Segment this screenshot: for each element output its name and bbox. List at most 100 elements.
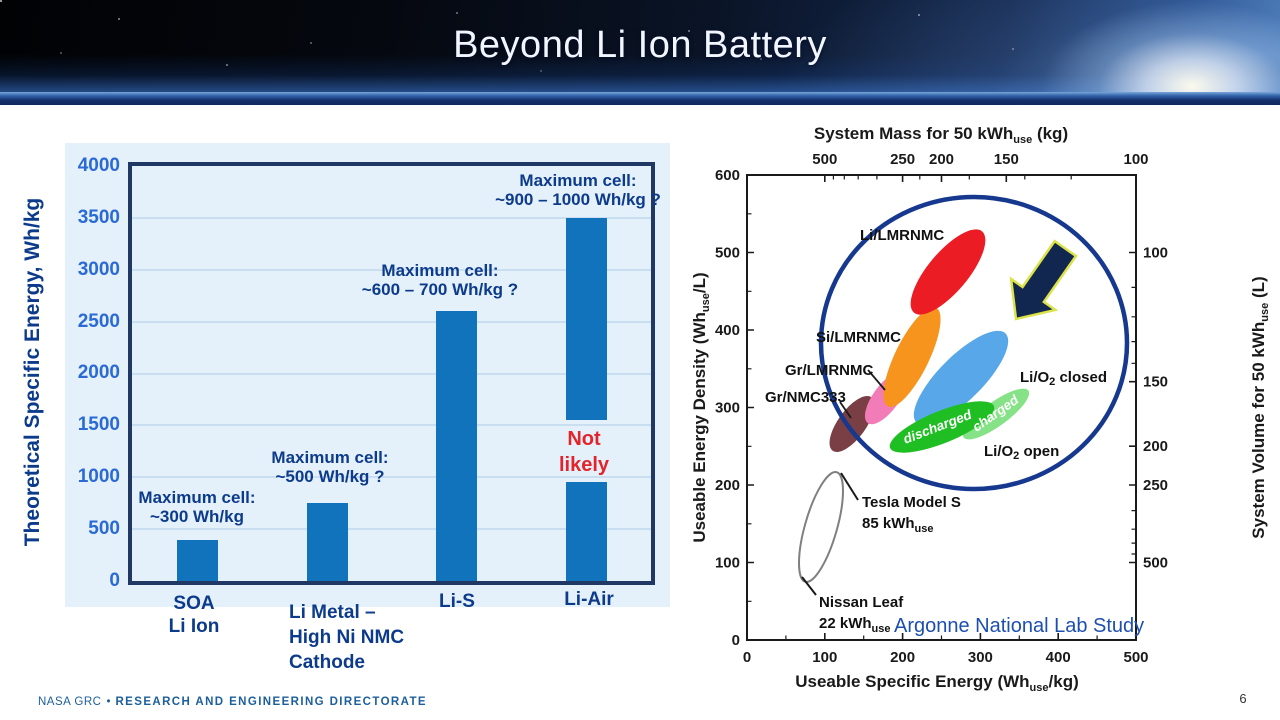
nissan-pointer-line [801, 576, 817, 596]
x-tick-label: 0 [743, 649, 751, 666]
gr-nmc333-leader-line [839, 401, 852, 419]
ellipse-gr-nmc333 [829, 396, 875, 452]
annotation-soa-max-cell: Maximum cell: ~300 Wh/kg [138, 488, 256, 526]
x-tick-label: 100 [812, 649, 837, 666]
y-axis-minor-ticks [747, 213, 752, 602]
starfield-decoration [0, 0, 2, 2]
label-li-o2-closed: Li/O2 closed [1020, 369, 1107, 388]
right-axis-title: System Volume for 50 kWhuse (L) [1249, 276, 1271, 538]
y-tick-label: 100 [715, 555, 740, 572]
slide-footer: NASA GRC • RESEARCH AND ENGINEERING DIRECT… [38, 696, 427, 708]
slide-header: Beyond Li Ion Battery [0, 0, 1280, 104]
y-tick-label: 200 [715, 477, 740, 494]
ellipse-si-lmrnmc [883, 307, 941, 407]
label-tesla-model-s: Tesla Model S [862, 494, 961, 511]
top-axis-minor-ticks [832, 175, 1072, 180]
gr-lmrnmc-leader-line [867, 369, 886, 391]
bar-li-air-lower-segment [566, 482, 608, 581]
gridline [132, 424, 651, 427]
bar-chart-plot-area [128, 162, 655, 585]
tesla-pointer-line [840, 472, 859, 501]
bar-li-metal-nmc [306, 503, 348, 581]
ellipse-li-lmrnmc [910, 229, 986, 315]
gridline [132, 372, 651, 375]
argonne-scatter-chart: 0 100 200 300 400 500 600 500 400 300 20… [690, 124, 1271, 694]
y-tick-label: 500 [715, 245, 740, 262]
label-tesla-capacity: 85 kWhuse [862, 515, 933, 535]
y-tick-label: 0 [109, 570, 120, 591]
y-tick-label: 2000 [77, 362, 120, 383]
bar-chart-y-axis-title: Theoretical Specific Energy, Wh/kg [21, 197, 44, 547]
x-tick-label: 200 [890, 649, 915, 666]
y-axis-major-ticks [747, 174, 754, 641]
category-label-li-metal-nmc: Li Metal – High Ni NMC Cathode [289, 602, 405, 673]
annotation-li-air-max-cell: Maximum cell: ~900 – 1000 Wh/kg ? [495, 171, 661, 209]
y-tick-label: 1500 [77, 414, 120, 435]
bar-li-s [436, 311, 478, 581]
label-gr-lmrnmc: Gr/LMRNMC [785, 362, 873, 379]
right-axis-minor-ticks [1131, 286, 1136, 555]
y-tick-label: 400 [715, 322, 740, 339]
label-li-lmrnmc: Li/LMRNMC [860, 227, 944, 244]
ellipse-li-o2-closed [913, 330, 1009, 426]
gridline [132, 320, 651, 323]
label-si-lmrnmc: Si/LMRNMC [816, 329, 901, 346]
bar-li-air-upper-segment [566, 217, 608, 421]
right-tick-label: 150 [1143, 374, 1168, 391]
annotation-li-metal-max-cell: Maximum cell: ~500 Wh/kg ? [271, 448, 389, 486]
category-label-soa-li-ion: SOA Li Ion [168, 593, 220, 637]
category-label-li-air: Li-Air [564, 589, 614, 610]
top-tick-label: 100 [1123, 151, 1148, 168]
label-gr-nmc333: Gr/NMC333 [765, 389, 846, 406]
gridline [132, 476, 651, 479]
top-axis-title: System Mass for 50 kWhuse (kg) [814, 124, 1068, 146]
y-axis-title: Useable Energy Density (Whuse/L) [690, 272, 712, 542]
top-axis-major-ticks [824, 175, 1137, 182]
label-nissan-capacity: 22 kWhuse [819, 615, 890, 635]
label-li-o2-open: Li/O2 open [984, 443, 1059, 462]
annotation-not-likely: Not likely [558, 428, 610, 476]
category-label-li-s: Li-S [439, 591, 475, 612]
right-tick-label: 100 [1143, 245, 1168, 262]
x-tick-label: 300 [968, 649, 993, 666]
slide-title: Beyond Li Ion Battery [453, 24, 827, 66]
bar-soa-li-ion [176, 539, 218, 581]
y-tick-label: 300 [715, 400, 740, 417]
y-tick-label: 1000 [77, 466, 120, 487]
x-tick-label: 400 [1046, 649, 1071, 666]
footer-separator-bullet: • [106, 696, 111, 708]
y-tick-label: 2500 [77, 311, 120, 332]
right-axis-major-ticks [1129, 251, 1136, 564]
y-tick-label: 600 [715, 167, 740, 184]
ellipse-li-o2-open-discharged [889, 401, 995, 453]
y-tick-label: 500 [88, 518, 120, 539]
annotation-li-s-max-cell: Maximum cell: ~600 – 700 Wh/kg ? [361, 261, 519, 299]
top-tick-label: 150 [994, 151, 1019, 168]
gridline [132, 528, 651, 531]
ellipse-li-o2-open-charged [962, 388, 1030, 440]
page-number: 6 [1239, 691, 1247, 706]
y-tick-label: 4000 [77, 155, 120, 176]
y-tick-label: 3500 [77, 207, 120, 228]
source-note: Argonne National Lab Study [894, 615, 1144, 637]
right-tick-label: 500 [1143, 555, 1168, 572]
x-axis-minor-ticks [785, 635, 1098, 640]
y-tick-label: 0 [732, 632, 740, 649]
right-tick-label: 200 [1143, 438, 1168, 455]
header-accent-bar [0, 92, 1280, 105]
gridline [132, 268, 651, 271]
x-axis-title: Useable Specific Energy (Whuse/kg) [795, 672, 1079, 694]
label-nissan-leaf: Nissan Leaf [819, 594, 904, 611]
footer-department: RESEARCH AND ENGINEERING DIRECTORATE [115, 696, 427, 708]
y-tick-label: 3000 [77, 259, 120, 280]
top-tick-label: 200 [929, 151, 954, 168]
top-tick-label: 250 [890, 151, 915, 168]
gridline [132, 216, 651, 219]
footer-org: NASA GRC [38, 696, 102, 708]
top-tick-label: 500 [812, 151, 837, 168]
highlight-circle [818, 194, 1130, 492]
down-left-arrow-icon [1009, 239, 1078, 321]
right-tick-label: 250 [1143, 477, 1168, 494]
x-axis-major-ticks [746, 633, 1137, 640]
